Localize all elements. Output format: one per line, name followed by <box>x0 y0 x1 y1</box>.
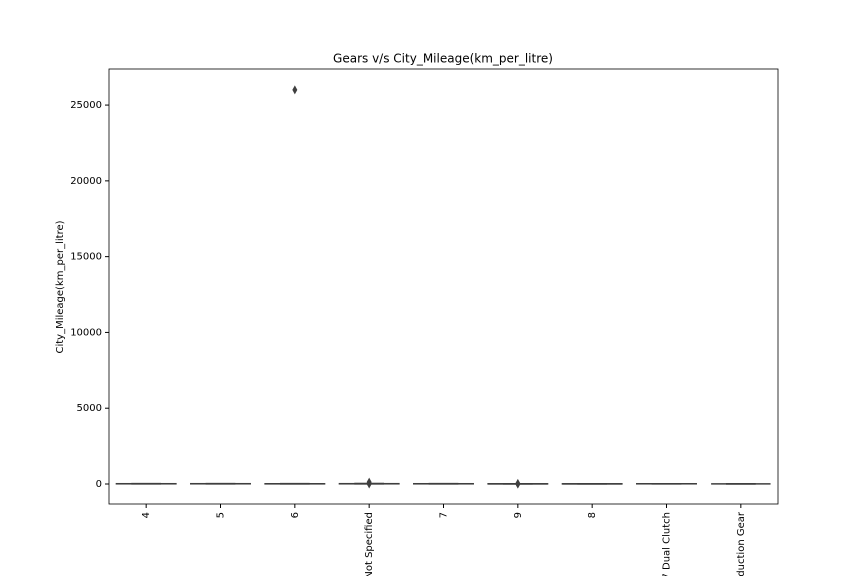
y-tick-label: 15000 <box>70 252 102 263</box>
x-tick-label: Not Specified <box>364 512 375 576</box>
x-tick-label: 7 Dual Clutch <box>662 512 673 576</box>
plot-frame <box>108 68 779 505</box>
y-tick-label: 20000 <box>70 176 102 187</box>
x-tick-label: 8 <box>587 512 598 518</box>
x-tick-label: 6 <box>290 512 301 518</box>
flier <box>515 478 521 488</box>
x-tick-label: Single Speed Reduction Gear <box>736 511 747 576</box>
y-tick-label: 25000 <box>70 100 102 111</box>
y-tick-label: 5000 <box>77 403 102 414</box>
y-tick-label: 0 <box>96 479 102 490</box>
x-tick-label: 4 <box>141 512 152 518</box>
chart-title: Gears v/s City_Mileage(km_per_litre) <box>333 52 553 66</box>
x-tick-label: 7 <box>439 512 450 518</box>
x-tick-label: 9 <box>513 512 524 518</box>
x-tick-label: 5 <box>216 512 227 518</box>
flier <box>292 85 298 95</box>
y-axis-label: City_Mileage(km_per_litre) <box>55 220 66 353</box>
flier <box>366 477 372 487</box>
y-tick-label: 10000 <box>70 327 102 338</box>
